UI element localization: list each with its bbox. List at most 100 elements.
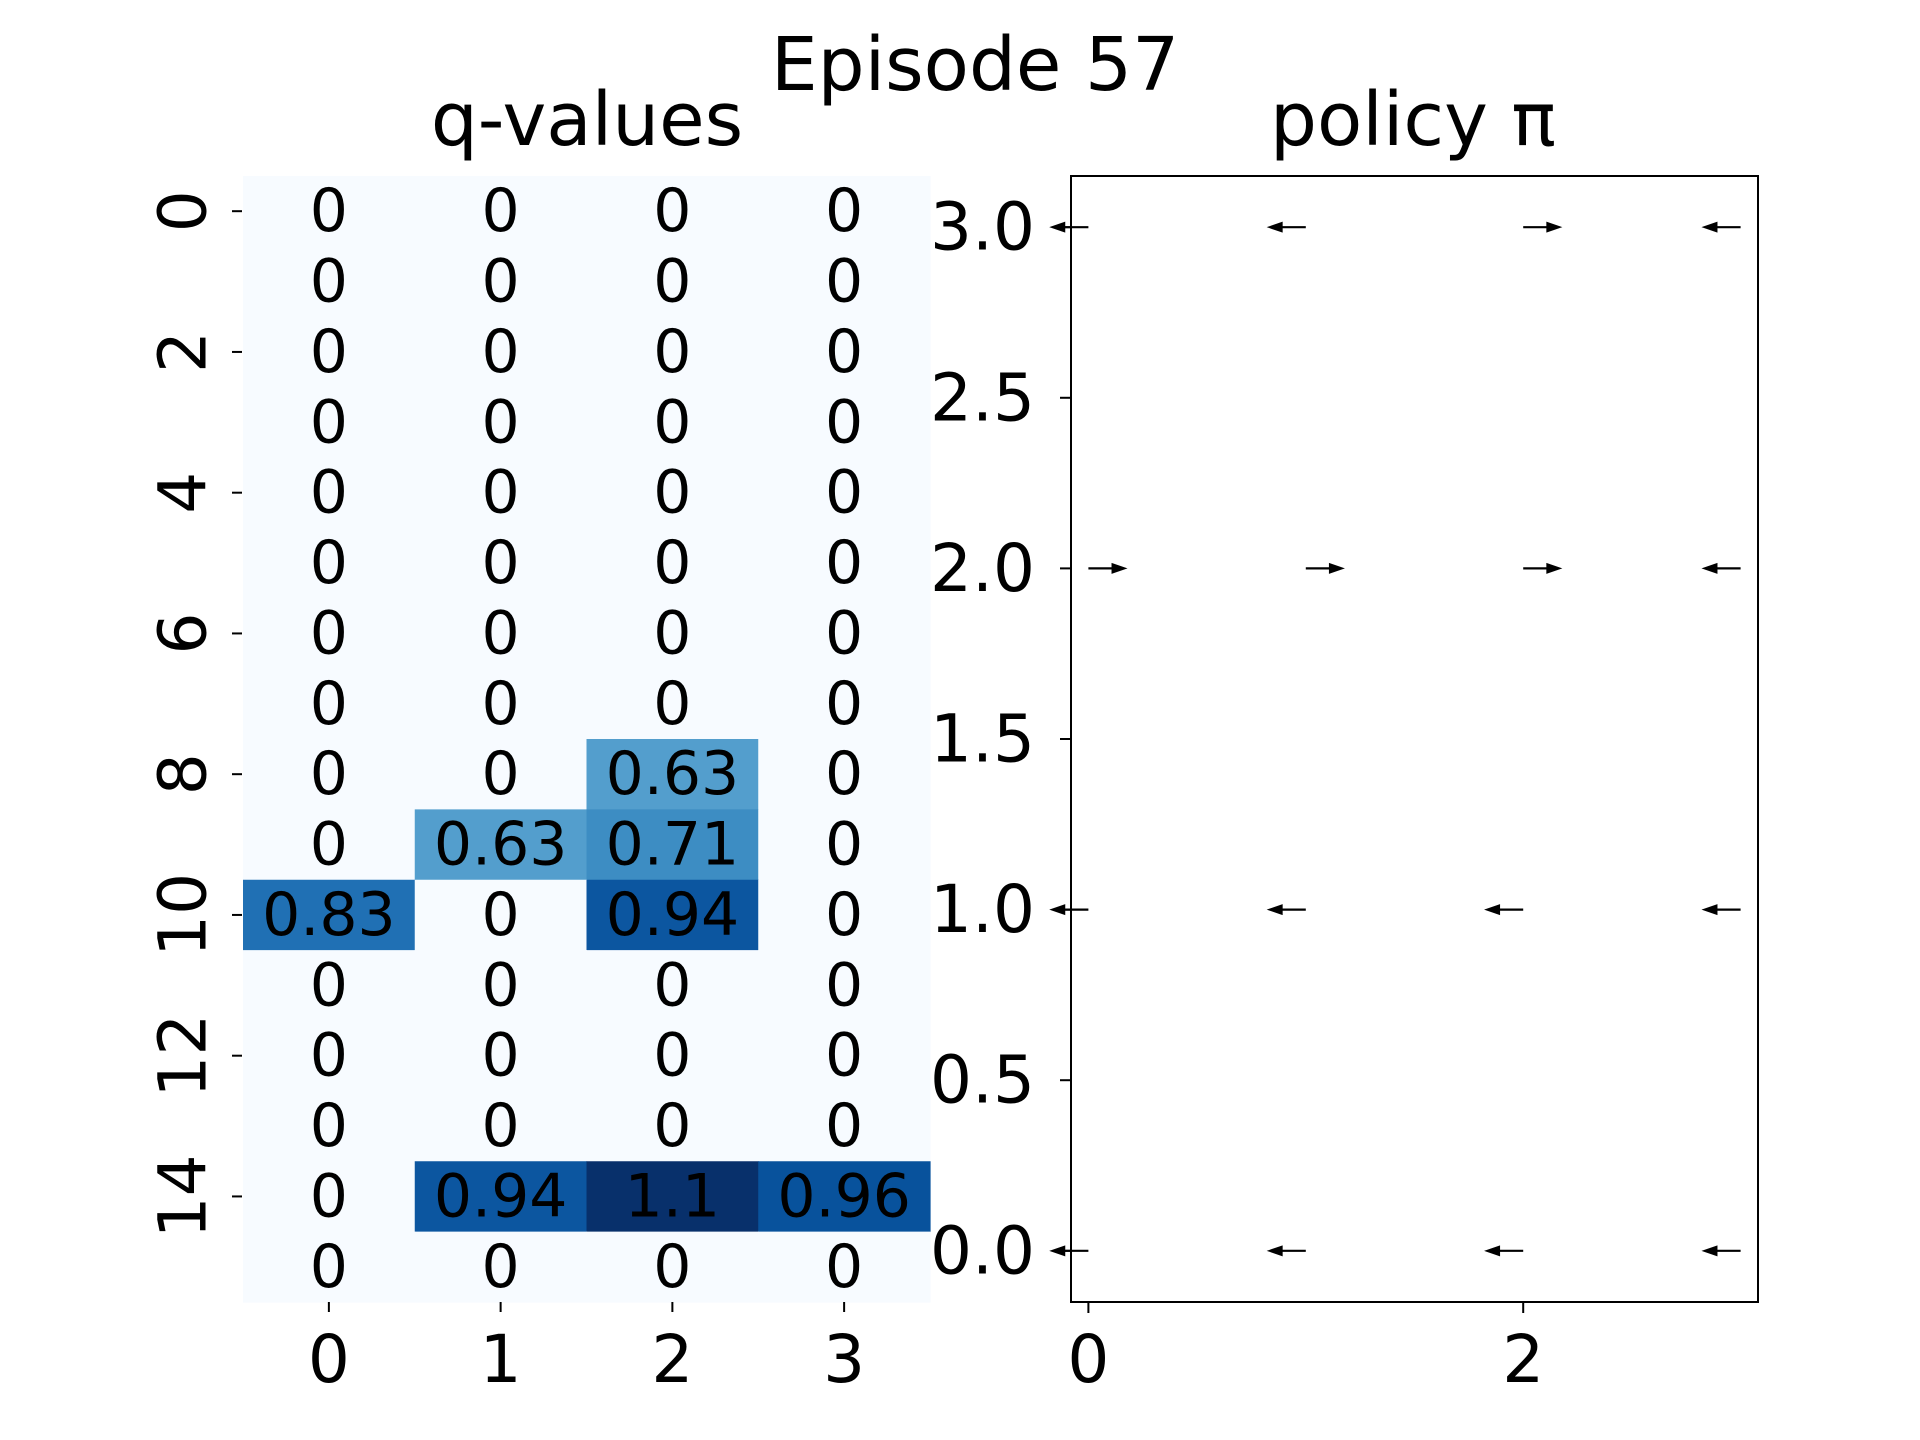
- figure-suptitle: Episode 57: [771, 22, 1179, 108]
- heatmap-cell: [414, 950, 588, 1022]
- heatmap-cell: [414, 1161, 588, 1233]
- heatmap-cell-annotation: 0: [482, 317, 520, 387]
- heatmap-cell: [758, 457, 931, 529]
- heatmap-cell-annotation: 0: [482, 528, 520, 598]
- heatmap-cell: [414, 246, 588, 318]
- heatmap-cell-annotation: 0: [653, 1091, 691, 1161]
- policy-arrow-left: [1701, 221, 1741, 233]
- heatmap-cell-annotation: 0: [825, 739, 863, 809]
- heatmap-x-tick-label: 2: [651, 1321, 693, 1398]
- heatmap-cell: [414, 739, 588, 810]
- heatmap-cell-annotation: 0.94: [606, 880, 740, 950]
- heatmap-cell-annotation: 0: [653, 317, 691, 387]
- heatmap-cell-annotation: 0.63: [606, 739, 740, 809]
- heatmap-cell-annotation: 0: [825, 598, 863, 668]
- policy-arrow-left: [1266, 904, 1306, 916]
- heatmap-cell-annotation: 0: [482, 1091, 520, 1161]
- heatmap-cell: [414, 598, 588, 670]
- policy-x-tick-label: 0: [1067, 1321, 1109, 1398]
- heatmap-cell: [586, 1161, 759, 1233]
- policy-arrow-left: [1484, 904, 1524, 916]
- heatmap-cell-annotation: 0: [825, 176, 863, 246]
- heatmap-cell-annotation: 0: [482, 247, 520, 317]
- heatmap-cell-annotation: 0: [825, 1232, 863, 1302]
- heatmap-cell-annotation: 0: [482, 458, 520, 528]
- policy-y-tick-label: 2.0: [930, 530, 1035, 607]
- heatmap-cell: [586, 809, 759, 881]
- heatmap-cell-annotation: 0: [310, 247, 348, 317]
- heatmap-cell: [243, 387, 416, 459]
- heatmap-cell-annotation: 0: [482, 1232, 520, 1302]
- heatmap-cell-annotation: 0: [310, 1091, 348, 1161]
- heatmap-cell: [586, 950, 759, 1022]
- heatmap-cell-annotation: 0: [653, 1021, 691, 1091]
- heatmap-title: q-values: [431, 77, 743, 163]
- heatmap-y-tick-label: 0: [145, 190, 222, 232]
- policy-y-tick-label: 1.0: [930, 871, 1035, 948]
- heatmap-y-tick-label: 8: [145, 753, 222, 795]
- heatmap-cell: [243, 176, 416, 247]
- policy-arrow-right: [1088, 562, 1128, 574]
- heatmap-cell-annotation: 0: [310, 458, 348, 528]
- heatmap-cell-annotation: 0: [310, 1161, 348, 1231]
- heatmap-cell: [586, 598, 759, 670]
- heatmap-cell: [758, 950, 931, 1022]
- heatmap-cell: [243, 668, 416, 740]
- heatmap-cell-annotation: 0.96: [777, 1161, 911, 1231]
- heatmap-cell: [586, 739, 759, 810]
- policy-arrow-right: [1523, 221, 1563, 233]
- policy-arrow-left: [1266, 1245, 1306, 1257]
- policy-y-tick-label: 0.0: [930, 1212, 1035, 1289]
- heatmap-cell: [243, 598, 416, 670]
- heatmap-cell-annotation: 0: [653, 950, 691, 1020]
- heatmap-cell-annotation: 0.71: [606, 810, 740, 880]
- heatmap-cell-annotation: 0: [825, 387, 863, 457]
- heatmap-cell: [586, 246, 759, 318]
- policy-y-tick-label: 0.5: [930, 1042, 1035, 1119]
- heatmap-cell-annotation: 0: [825, 1091, 863, 1161]
- heatmap-cell: [586, 457, 759, 529]
- heatmap-cell: [758, 1161, 931, 1233]
- heatmap-cell-annotation: 0: [653, 176, 691, 246]
- policy-arrow-right: [1305, 562, 1345, 574]
- heatmap-cell: [414, 1231, 588, 1303]
- heatmap-cell: [758, 1231, 931, 1303]
- heatmap-cell: [758, 527, 931, 599]
- heatmap-cell-annotation: 0: [310, 739, 348, 809]
- heatmap-cell-annotation: 0: [653, 598, 691, 668]
- heatmap-cell: [586, 527, 759, 599]
- heatmap-cell-annotation: 0: [825, 880, 863, 950]
- heatmap-cell-annotation: 0: [825, 458, 863, 528]
- heatmap-cell-annotation: 0: [310, 317, 348, 387]
- heatmap-cell-annotation: 0: [653, 669, 691, 739]
- heatmap-cell: [243, 527, 416, 599]
- heatmap-y-tick-label: 4: [145, 472, 222, 514]
- heatmap-cell: [586, 176, 759, 247]
- heatmap-cell-annotation: 0.63: [434, 810, 568, 880]
- heatmap-cell-annotation: 0: [825, 528, 863, 598]
- heatmap-cell: [414, 879, 588, 951]
- heatmap-cell-annotation: 0: [310, 528, 348, 598]
- heatmap-cell: [586, 1090, 759, 1162]
- heatmap-cell: [243, 457, 416, 529]
- heatmap-cell-annotation: 0: [482, 880, 520, 950]
- heatmap-cell: [414, 1020, 588, 1092]
- heatmap-cell: [586, 387, 759, 459]
- heatmap-cell-annotation: 0: [482, 176, 520, 246]
- heatmap-cell-annotation: 0: [825, 950, 863, 1020]
- heatmap-cell-annotation: 0: [653, 247, 691, 317]
- heatmap-cell: [243, 739, 416, 810]
- heatmap-cell: [758, 387, 931, 459]
- heatmap-cell-annotation: 0: [310, 669, 348, 739]
- heatmap-cell: [414, 457, 588, 529]
- heatmap-cell: [414, 809, 588, 881]
- heatmap-cell: [243, 1231, 416, 1303]
- policy-x-tick-label: 2: [1502, 1321, 1544, 1398]
- heatmap-cell-annotation: 0.83: [262, 880, 396, 950]
- heatmap-cell-annotation: 0: [310, 176, 348, 246]
- heatmap-cell-annotation: 0: [825, 810, 863, 880]
- heatmap-cell: [243, 1020, 416, 1092]
- heatmap-cell: [586, 879, 759, 951]
- heatmap-cell: [414, 316, 588, 388]
